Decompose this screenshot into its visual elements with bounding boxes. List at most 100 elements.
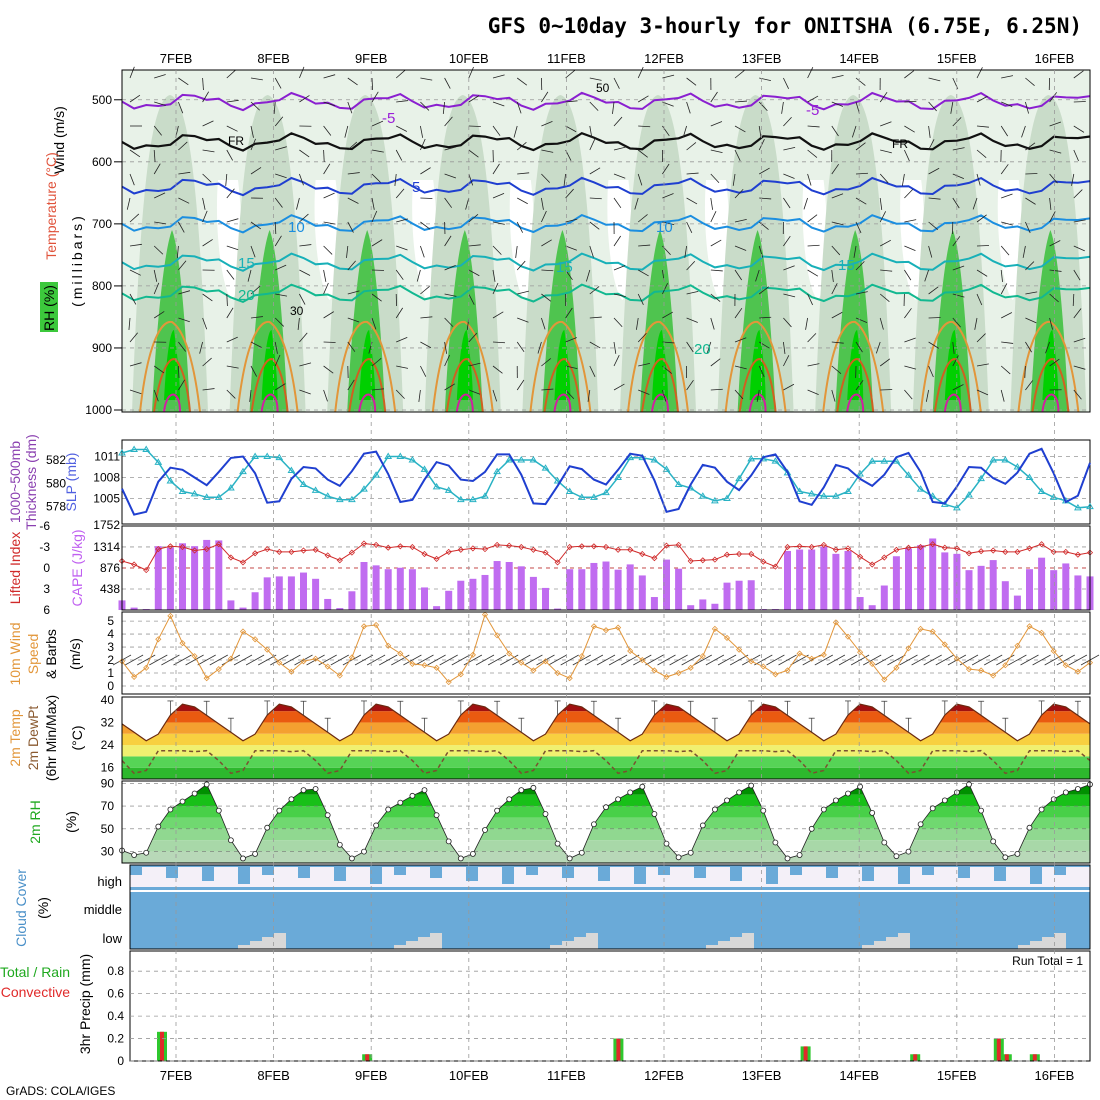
rh-tick: 30	[101, 845, 115, 859]
rh-point	[917, 821, 924, 828]
wind-barb	[686, 221, 693, 233]
cape-bar	[505, 562, 513, 610]
wind-barb	[395, 389, 405, 399]
wind-barb	[154, 221, 167, 225]
wind-barb	[880, 239, 891, 247]
rh-mask	[122, 781, 1090, 859]
wind-barb	[245, 654, 265, 666]
rh-band	[122, 806, 1090, 818]
wind-barb	[565, 188, 574, 199]
wind-barb	[396, 245, 408, 251]
cloud-high-cell	[730, 867, 742, 881]
wind-barb	[541, 197, 544, 210]
cloud-low-cell	[898, 933, 910, 949]
thickness-point	[856, 470, 864, 477]
wind-barb	[976, 173, 981, 186]
wind-barb	[863, 654, 882, 666]
wind-barb	[371, 210, 378, 223]
rh-point	[361, 848, 367, 855]
li-point	[881, 554, 888, 561]
cloud-low-cell	[1054, 933, 1066, 949]
date-label: 7FEB	[160, 51, 193, 66]
wind-barb	[734, 245, 747, 251]
wind-barb	[565, 245, 577, 251]
wind-barb	[637, 66, 644, 79]
li-point	[518, 543, 525, 551]
wind-barb	[662, 193, 674, 199]
rh-point	[191, 790, 198, 797]
wind-barb	[754, 654, 773, 666]
wind-barb	[1022, 245, 1026, 258]
wind-barb	[783, 77, 789, 89]
wind-barb	[565, 125, 577, 133]
wind-barb	[323, 282, 329, 295]
rh-point	[276, 807, 283, 814]
li-point	[929, 541, 936, 548]
cloud-high-cell	[826, 867, 838, 878]
cape-bar	[1013, 595, 1021, 610]
thickness-point	[783, 468, 792, 476]
rh-shade	[607, 180, 632, 300]
wind-barb	[517, 317, 529, 323]
wind-point	[736, 646, 743, 653]
wind-barb	[729, 654, 749, 666]
wind-barb	[541, 358, 551, 367]
cloud-high-cell	[502, 867, 514, 884]
rh-point	[179, 798, 186, 805]
wind-barb	[129, 173, 135, 186]
cloud-high-cell	[166, 867, 178, 878]
rh-point	[554, 840, 561, 847]
cape-bar	[203, 539, 211, 610]
wind-barb	[492, 282, 499, 295]
rh-point	[433, 812, 440, 819]
wind-barb	[686, 317, 698, 323]
rh-point	[494, 807, 501, 814]
wind-barb	[395, 307, 404, 319]
wind-barb	[807, 363, 820, 367]
wind-barb	[444, 146, 457, 151]
wind-barb	[734, 389, 744, 400]
wind-barb	[952, 173, 965, 180]
precip-convective-bar	[996, 1038, 1001, 1061]
wind-barb	[297, 317, 300, 330]
wind-barb	[226, 269, 235, 280]
wind-barb	[323, 101, 336, 107]
cloud-low-cell	[1030, 941, 1042, 949]
wind-barb	[1049, 173, 1058, 184]
li-point	[784, 543, 791, 551]
wind-barb	[638, 244, 651, 247]
wind-barb	[758, 125, 762, 138]
wind-barb	[226, 389, 236, 399]
wind-point	[215, 666, 222, 673]
cape-bar	[263, 577, 271, 610]
wind-barb	[492, 192, 505, 199]
wind-barb	[444, 173, 457, 179]
left-axis-titles: Wind (m/s) Temperature (°C) RH (%) (mill…	[0, 106, 93, 1054]
cloud-low-cell	[274, 933, 286, 949]
wind-barb	[1000, 283, 1008, 295]
wind-barb	[541, 317, 546, 330]
wind-barb	[420, 167, 431, 175]
cloud-high-label: high	[97, 874, 122, 889]
temp2m-label-b: 2m DewPt	[25, 706, 41, 771]
slp-tick: 1011	[94, 450, 120, 464]
wind-barb	[154, 74, 166, 79]
wind-barb	[1000, 365, 1011, 375]
wind-barb	[541, 239, 552, 247]
cape-bar	[808, 549, 816, 610]
wind-barb	[129, 243, 142, 247]
wind-barb	[468, 149, 479, 158]
wind-barb	[589, 286, 600, 295]
thickness-point	[348, 495, 356, 503]
wind-barb	[971, 654, 991, 666]
wind-point	[300, 658, 307, 665]
rh-point	[663, 840, 670, 847]
wind-barb	[855, 172, 869, 175]
thickness-point	[590, 493, 598, 500]
wind-barb	[1024, 365, 1026, 379]
wind-barb	[734, 188, 744, 199]
precip-convective-bar	[803, 1046, 808, 1061]
wind-barb	[976, 149, 987, 159]
li-point	[469, 545, 476, 552]
wind-barb	[129, 332, 138, 343]
